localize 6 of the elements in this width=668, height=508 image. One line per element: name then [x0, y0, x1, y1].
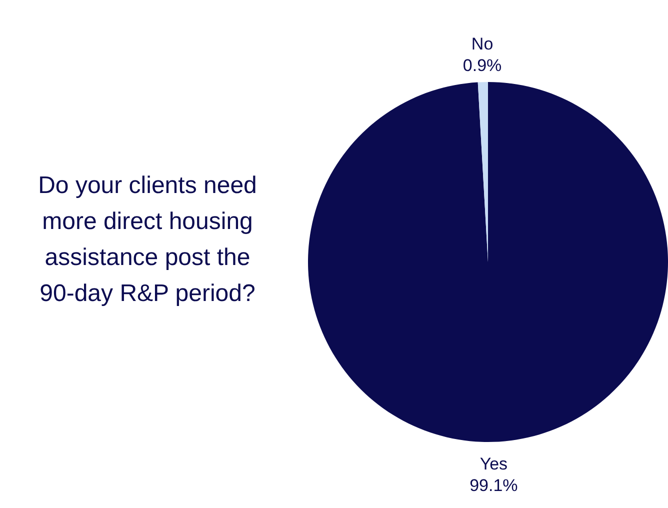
slice-label: Yes [480, 454, 508, 474]
data-label: 0.9% [462, 56, 502, 75]
pie-slice [308, 82, 668, 442]
slice-label: No [471, 34, 494, 54]
text: Do your clients need more direct housing assistance post the 90-day R&P period? [37, 171, 258, 309]
data-label: 99.1% [470, 476, 518, 495]
